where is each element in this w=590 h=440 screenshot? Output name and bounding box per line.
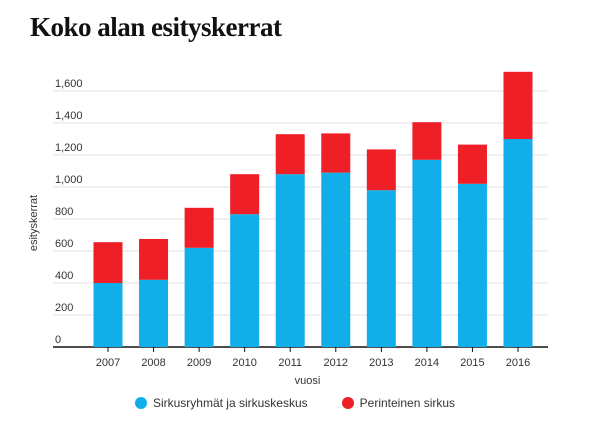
bar-segment-perinteinen-2015 [457, 144, 487, 184]
bar-segment-sirkusryhmat-2014 [412, 159, 442, 347]
y-axis-title: esityskerrat [28, 195, 40, 251]
bar-segment-perinteinen-2010 [230, 174, 260, 215]
bar-segment-perinteinen-2013 [366, 149, 396, 191]
x-axis-title: vuosi [295, 375, 321, 387]
y-tick-label: 600 [55, 238, 73, 250]
bar-segment-perinteinen-2011 [275, 134, 305, 175]
legend-swatch-perinteinen [341, 397, 354, 409]
bar-segment-sirkusryhmat-2013 [366, 190, 396, 347]
legend-swatch-sirkusryhmat [134, 397, 147, 409]
bar-segment-perinteinen-2008 [139, 239, 169, 280]
bar-segment-perinteinen-2009 [184, 207, 214, 248]
x-tick-label: 2012 [324, 357, 348, 369]
x-tick-label: 2015 [460, 357, 484, 369]
bar-segment-perinteinen-2007 [93, 242, 123, 283]
bar-segment-sirkusryhmat-2008 [139, 279, 169, 347]
y-tick-label: 1,000 [55, 174, 83, 186]
y-tick-label: 200 [55, 302, 73, 314]
x-tick-label: 2011 [278, 357, 302, 369]
bar-segment-sirkusryhmat-2015 [457, 183, 487, 347]
legend-label-sirkusryhmat: Sirkusryhmät ja sirkuskeskus [152, 396, 308, 410]
y-tick-label: 1,600 [55, 78, 83, 90]
y-tick-label: 1,400 [55, 110, 83, 122]
y-tick-label: 400 [55, 270, 73, 282]
x-tick-label: 2016 [506, 357, 530, 369]
x-tick-label: 2014 [415, 357, 439, 369]
legend: Sirkusryhmät ja sirkuskeskus Perinteinen… [0, 396, 590, 410]
bar-segment-perinteinen-2014 [412, 122, 442, 160]
bar-segment-perinteinen-2016 [503, 71, 533, 139]
bar-segment-sirkusryhmat-2010 [230, 214, 260, 347]
x-tick-label: 2010 [232, 357, 256, 369]
legend-item-sirkusryhmat: Sirkusryhmät ja sirkuskeskus [134, 396, 308, 410]
legend-item-perinteinen: Perinteinen sirkus [341, 396, 456, 410]
y-tick-label: 0 [55, 334, 61, 346]
bar-segment-perinteinen-2012 [321, 133, 351, 173]
bar-segment-sirkusryhmat-2011 [275, 174, 305, 347]
x-tick-label: 2007 [96, 357, 120, 369]
bar-segment-sirkusryhmat-2007 [93, 283, 123, 347]
x-tick-label: 2013 [369, 357, 393, 369]
bar-segment-sirkusryhmat-2016 [503, 139, 533, 347]
legend-label-perinteinen: Perinteinen sirkus [359, 396, 456, 410]
y-tick-label: 1,200 [55, 142, 83, 154]
x-tick-label: 2008 [141, 357, 165, 369]
bar-segment-sirkusryhmat-2009 [184, 247, 214, 347]
y-tick-label: 800 [55, 206, 73, 218]
x-tick-label: 2009 [187, 357, 211, 369]
chart-title: Koko alan esityskerrat [30, 12, 282, 42]
bar-segment-sirkusryhmat-2012 [321, 172, 351, 347]
